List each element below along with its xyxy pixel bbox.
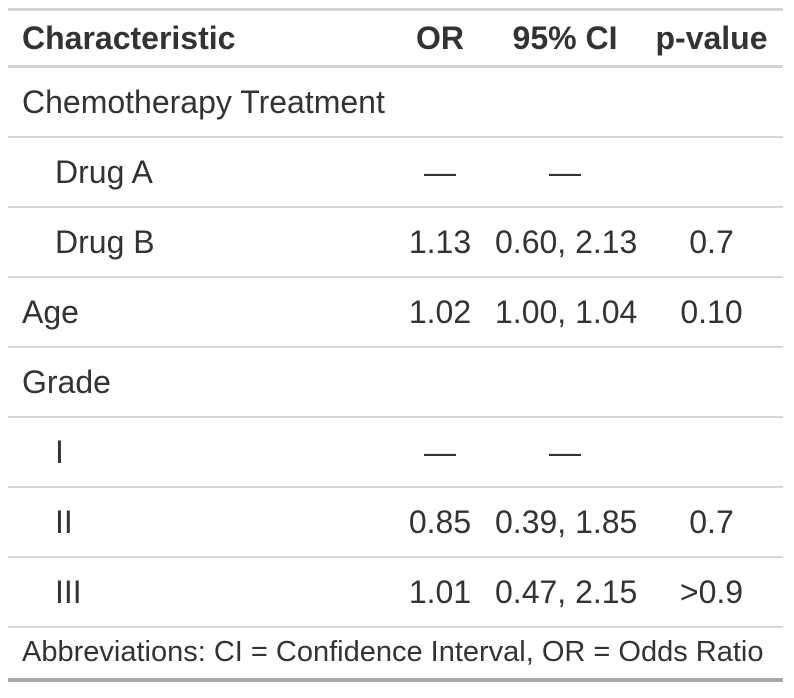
header-characteristic: Characteristic (8, 9, 390, 68)
or-value: — (390, 137, 490, 208)
table-header: Characteristic OR 95% CI p-value (8, 9, 783, 68)
row-label: Drug A (8, 137, 390, 208)
abbreviations-footnote: Abbreviations: CI = Confidence Interval,… (22, 636, 764, 668)
p-value: 0.7 (640, 487, 783, 558)
p-value (640, 137, 783, 208)
row-label: III (8, 557, 390, 628)
or-value (390, 66, 490, 138)
table-row-drug-a: Drug A — — (8, 137, 783, 208)
table-row-grade-ii: II 0.85 0.39, 1.85 0.7 (8, 487, 783, 558)
or-value: 0.85 (390, 487, 490, 558)
table-row-grade-iii: III 1.01 0.47, 2.15 >0.9 (8, 557, 783, 628)
p-value (640, 347, 783, 418)
table-body: Chemotherapy Treatment Drug A — — Drug B… (8, 66, 783, 628)
row-label: II (8, 487, 390, 558)
footnote-row: Abbreviations: CI = Confidence Interval,… (8, 627, 783, 680)
table-footer: Abbreviations: CI = Confidence Interval,… (8, 627, 783, 680)
summary-table: Characteristic OR 95% CI p-value Chemoth… (8, 8, 783, 682)
p-value: 0.10 (640, 277, 783, 348)
ci-value: 0.39, 1.85 (490, 487, 640, 558)
ci-value: — (490, 137, 640, 208)
ci-value: 0.60, 2.13 (490, 207, 640, 278)
row-label: Chemotherapy Treatment (8, 66, 390, 138)
or-value: — (390, 417, 490, 488)
ci-value (490, 347, 640, 418)
row-label: Age (8, 277, 390, 348)
p-value (640, 417, 783, 488)
header-p-value: p-value (640, 9, 783, 68)
header-row: Characteristic OR 95% CI p-value (8, 9, 783, 68)
table-row-grade-i: I — — (8, 417, 783, 488)
p-value: 0.7 (640, 207, 783, 278)
ci-value: 0.47, 2.15 (490, 557, 640, 628)
header-ci: 95% CI (490, 9, 640, 68)
header-or: OR (390, 9, 490, 68)
or-value: 1.01 (390, 557, 490, 628)
ci-value (490, 66, 640, 138)
or-value: 1.02 (390, 277, 490, 348)
or-value (390, 347, 490, 418)
table-row-group-grade: Grade (8, 347, 783, 418)
p-value (640, 66, 783, 138)
ci-value: — (490, 417, 640, 488)
or-value: 1.13 (390, 207, 490, 278)
table-row-age: Age 1.02 1.00, 1.04 0.10 (8, 277, 783, 348)
row-label: I (8, 417, 390, 488)
row-label: Drug B (8, 207, 390, 278)
ci-value: 1.00, 1.04 (490, 277, 640, 348)
regression-summary-table: Characteristic OR 95% CI p-value Chemoth… (8, 8, 783, 682)
row-label: Grade (8, 347, 390, 418)
table-row-group-chemotherapy: Chemotherapy Treatment (8, 66, 783, 138)
p-value: >0.9 (640, 557, 783, 628)
table-row-drug-b: Drug B 1.13 0.60, 2.13 0.7 (8, 207, 783, 278)
